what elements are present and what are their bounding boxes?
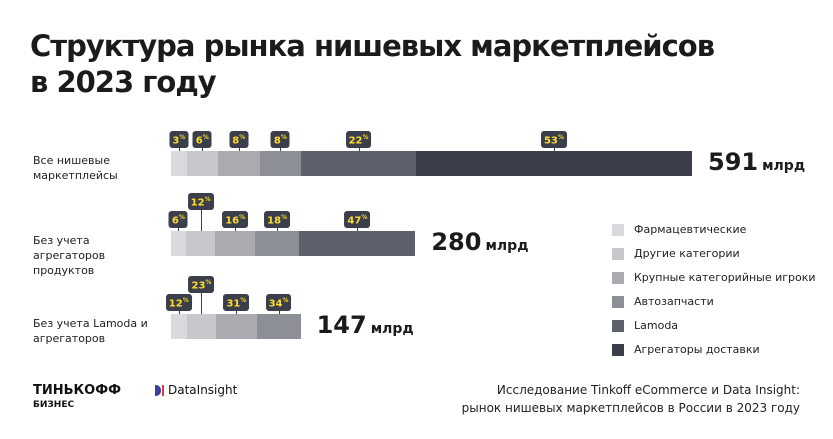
legend-swatch: [612, 343, 624, 356]
bar-segment: [254, 231, 300, 256]
legend-label: Автозапчасти: [634, 295, 714, 308]
footer-line-1: Исследование Tinkoff eCommerce и Data In…: [496, 383, 800, 397]
tinkoff-logo-sub: БИЗНЕС: [33, 400, 75, 410]
bar-segment: [186, 314, 217, 339]
datainsight-logo: DataInsight: [155, 383, 237, 397]
legend-swatch: [612, 295, 624, 308]
bar-segment: [299, 231, 416, 256]
footer-line-2: рынок нишевых маркетплейсов в России в 2…: [461, 401, 800, 415]
total-value: 591: [708, 148, 759, 176]
total-label: 147 млрд: [317, 311, 414, 339]
legend-label: Агрегаторы доставки: [634, 343, 760, 356]
legend-swatch: [612, 319, 624, 332]
legend-label: Фармацевтические: [634, 223, 747, 236]
legend-label: Другие категории: [634, 247, 740, 260]
value-label: 6%: [168, 211, 188, 229]
value-label: 3%: [169, 131, 189, 149]
total-unit: млрд: [370, 321, 414, 337]
legend-item: Агрегаторы доставки: [612, 343, 760, 356]
value-label: 16%: [222, 211, 249, 229]
bar-segment: [171, 231, 186, 256]
bar-segment: [215, 231, 255, 256]
value-label: 34%: [265, 294, 292, 312]
value-label: 6%: [192, 131, 212, 149]
total-label: 591 млрд: [708, 148, 805, 176]
value-label: 18%: [264, 211, 291, 229]
footer-source: Исследование Tinkoff eCommerce и Data In…: [462, 381, 800, 417]
bar-segment: [186, 151, 218, 176]
datainsight-text: DataInsight: [168, 383, 238, 397]
value-label: 31%: [223, 294, 250, 312]
value-label: 23%: [188, 276, 215, 294]
legend-item: Автозапчасти: [612, 295, 714, 308]
bar-segment: [301, 151, 416, 176]
datainsight-bar-icon: [162, 384, 164, 396]
value-label: 53%: [540, 131, 567, 149]
value-label: 8%: [270, 131, 290, 149]
legend-item: Lamoda: [612, 319, 678, 332]
legend-swatch: [612, 247, 624, 260]
value-label: 8%: [229, 131, 249, 149]
bar-segment: [415, 151, 692, 176]
label-stem: [200, 205, 202, 231]
legend-label: Крупные категорийные игроки: [634, 271, 816, 284]
bar-segment: [171, 151, 187, 176]
datainsight-mark-icon: [155, 384, 161, 396]
value-label: 12%: [187, 193, 214, 211]
total-label: 280 млрд: [431, 228, 528, 256]
row-label: Без учета агрегаторов продуктов: [33, 234, 106, 277]
value-label: 22%: [345, 131, 372, 149]
total-unit: млрд: [485, 238, 529, 254]
legend-label: Lamoda: [634, 319, 679, 332]
total-unit: млрд: [762, 158, 806, 174]
legend-item: Другие категории: [612, 247, 740, 260]
row-label: Без учета Lamoda и агрегаторов: [33, 317, 148, 345]
label-stem: [201, 288, 203, 314]
bar-segment: [259, 151, 302, 176]
tinkoff-logo: ТИНЬКОФФ БИЗНЕС: [33, 383, 121, 410]
legend-swatch: [612, 271, 624, 284]
bar-segment: [171, 314, 187, 339]
legend-item: Крупные категорийные игроки: [612, 271, 816, 284]
bar-segment: [216, 314, 257, 339]
total-value: 280: [431, 228, 482, 256]
chart-title: Структура рынка нишевых маркетплейсов в …: [30, 29, 715, 99]
bar-segment: [217, 151, 260, 176]
value-label: 47%: [344, 211, 371, 229]
value-label: 12%: [165, 294, 192, 312]
bar-segment: [256, 314, 301, 339]
legend-item: Фармацевтические: [612, 223, 746, 236]
tinkoff-logo-text: ТИНЬКОФФ: [33, 383, 121, 398]
total-value: 147: [316, 311, 367, 339]
row-label: Все нишевые маркетплейсы: [33, 154, 118, 182]
legend-swatch: [612, 223, 624, 236]
bar-segment: [185, 231, 216, 256]
